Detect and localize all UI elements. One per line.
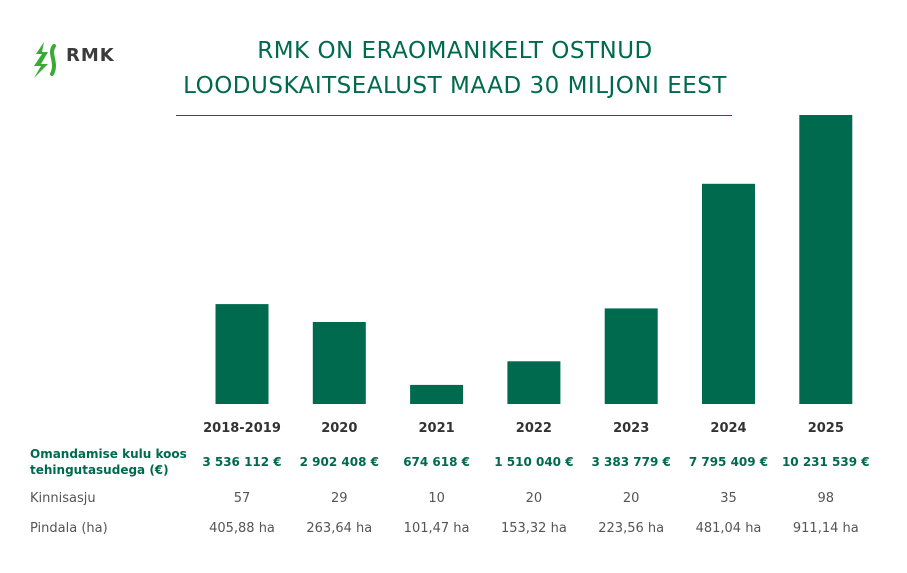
cost-cell: 10 231 539 €	[781, 455, 870, 469]
cost-cell: 3 383 779 €	[591, 455, 671, 469]
title-divider	[176, 115, 732, 116]
area-cell: 153,32 ha	[500, 521, 567, 536]
area-cell: 101,47 ha	[403, 521, 470, 536]
area-row-label: Pindala (ha)	[30, 521, 108, 536]
bar-2020	[312, 322, 366, 404]
area-cell: 263,64 ha	[306, 521, 373, 536]
count-cell: 29	[331, 491, 348, 506]
chart-title-line-1: RMK ON ERAOMANIKELT OSTNUD	[257, 38, 653, 64]
area-cell: 481,04 ha	[695, 521, 762, 536]
cost-cell: 1 510 040 €	[494, 455, 574, 469]
bar-2023	[604, 308, 658, 404]
cost-row-label-line-2: tehingutasudega (€)	[30, 463, 169, 477]
count-cell: 98	[817, 491, 835, 506]
brand-name: RMK	[66, 45, 115, 66]
bar-2024	[702, 183, 755, 404]
x-tick-label: 2024	[710, 421, 747, 436]
chart-title-line-2: LOODUSKAITSEALUST MAAD 30 MILJONI EEST	[183, 73, 727, 99]
count-cell: 35	[720, 491, 737, 506]
count-row-label: Kinnisasju	[30, 491, 96, 506]
cost-cell: 3 536 112 €	[202, 455, 282, 469]
cost-row-label-line-1: Omandamise kulu koos	[30, 447, 187, 461]
count-cell: 10	[428, 491, 445, 506]
count-cell: 20	[622, 491, 640, 506]
area-cell: 911,14 ha	[792, 521, 859, 536]
x-tick-label: 2025	[807, 421, 844, 436]
bar-2025	[799, 115, 853, 404]
cost-cell: 674 618 €	[403, 455, 470, 469]
cost-cell: 7 795 409 €	[688, 455, 769, 469]
x-tick-label: 2022	[515, 421, 552, 436]
cost-row-label: Omandamise kulu koos tehingutasudega (€)	[30, 446, 187, 478]
x-tick-label: 2018-2019	[203, 421, 281, 436]
bar-2021	[410, 384, 464, 404]
x-tick-label: 2021	[418, 421, 455, 436]
bar-2022	[507, 361, 561, 404]
count-cell: 20	[525, 491, 543, 506]
bar-2018-2019	[215, 304, 269, 404]
area-cell: 405,88 ha	[209, 521, 275, 536]
area-cell: 223,56 ha	[598, 521, 665, 536]
x-tick-label: 2020	[321, 421, 358, 436]
rmk-logo-icon	[34, 42, 56, 78]
cost-cell: 2 902 408 €	[299, 455, 379, 469]
x-tick-label: 2023	[613, 421, 650, 436]
count-cell: 57	[233, 491, 251, 506]
